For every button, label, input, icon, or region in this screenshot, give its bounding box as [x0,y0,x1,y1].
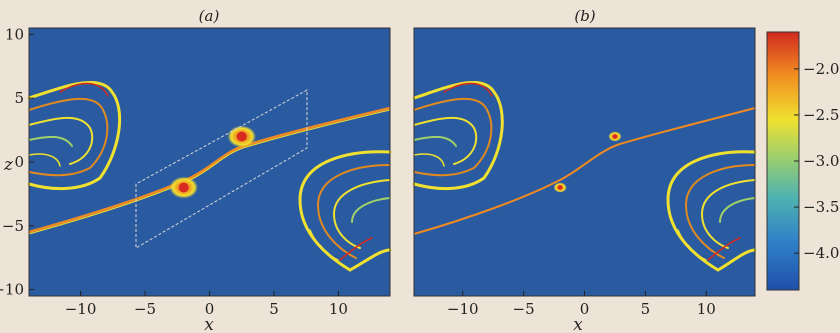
colorbar-tick-label: −3.5 [803,198,839,216]
colorbar-tick-label: −4.0 [803,244,839,262]
panel-a-y-ticks: 10 5 0 −5 −10 [0,25,34,299]
panel-a-x-axis-label: x [204,315,214,333]
panel-b-title: (b) [574,7,595,25]
x-tick-label: −5 [513,300,535,318]
x-tick-label: −10 [447,300,479,318]
panel-b [412,28,757,296]
x-tick-label: 10 [697,300,716,318]
colorbar-tick-label: −2.5 [803,106,839,124]
x-tick-label: −5 [134,300,156,318]
panel-a [27,28,392,296]
panel-b-left-lobe [412,81,504,191]
y-tick-label: 5 [14,89,24,107]
colorbar-ticks: −2.0 −2.5 −3.0 −3.5 −4.0 [794,60,839,262]
panel-a-title: (a) [199,7,220,25]
x-tick-label: 0 [580,300,590,318]
y-tick-label: 10 [5,25,24,43]
x-tick-label: −10 [65,300,97,318]
panel-b-x-ticks: −10 −5 0 5 10 [447,291,716,318]
panel-a-box [135,89,308,249]
x-tick-label: 5 [269,300,279,318]
colorbar: −2.0 −2.5 −3.0 −3.5 −4.0 [766,31,839,291]
y-tick-label: −10 [0,281,24,299]
x-tick-label: 5 [641,300,651,318]
vortex-center [612,134,618,139]
panel-a-left-lobe [27,81,122,191]
panel-a-field [29,28,390,296]
vortex-center [557,185,563,190]
panel-b-field [414,28,755,296]
y-axis-label: z [3,155,14,175]
panel-a-vortices [169,125,257,199]
panel-b-vortices [553,131,622,193]
panel-a-right-lobe [298,150,392,272]
panel-b-x-axis-label: x [573,315,583,333]
colorbar-tick-label: −2.0 [803,60,839,78]
y-tick-label: 0 [14,153,24,171]
panel-a-shear-edge [28,109,391,235]
panel-a-shear-layer [28,106,391,234]
panel-b-shear-layer [413,107,756,235]
colorbar-scale [766,31,800,291]
panel-b-right-lobe [666,150,757,272]
x-tick-label: 10 [329,300,348,318]
colorbar-tick-label: −3.0 [803,152,839,170]
y-tick-label: −5 [2,217,24,235]
panel-a-x-ticks: −10 −5 0 5 10 [65,291,348,318]
x-tick-label: 0 [205,300,215,318]
vortex-center [178,182,189,193]
vortex-center [236,131,247,142]
